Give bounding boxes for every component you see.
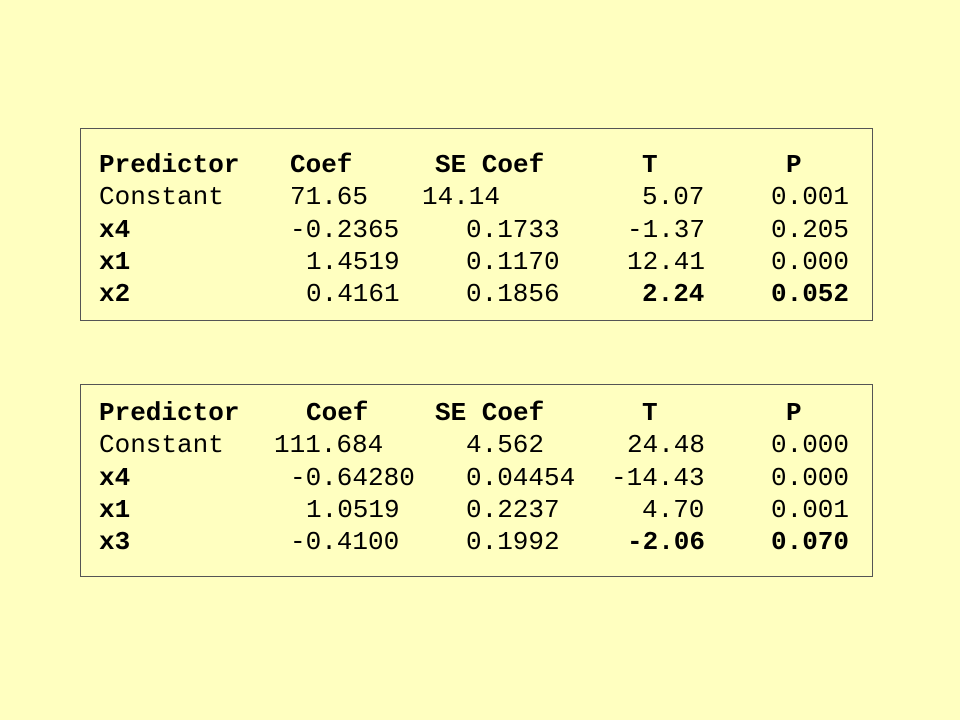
table-cell: -0.2365	[290, 215, 400, 245]
table-cell: 0.1856	[466, 279, 560, 309]
table-cell: 0.1992	[466, 527, 560, 557]
table-cell: 0.1733	[466, 215, 560, 245]
table-cell: 0.052	[771, 279, 850, 309]
header-cell: P	[786, 150, 802, 180]
table-cell: -0.64280	[290, 463, 415, 493]
header-cell: Coef	[306, 398, 369, 428]
header-cell: Coef	[290, 150, 353, 180]
table-cell: 0.2237	[466, 495, 560, 525]
row-label: x1	[99, 495, 131, 525]
table-cell: 12.41	[627, 247, 706, 277]
row-label: Constant	[99, 430, 224, 460]
row-label: x3	[99, 527, 131, 557]
table-cell: 2.24	[642, 279, 705, 309]
table-cell: 24.48	[627, 430, 706, 460]
table-cell: 14.14	[422, 182, 501, 212]
table-cell: 1.0519	[306, 495, 400, 525]
table-cell: 0.070	[771, 527, 850, 557]
table-cell: -14.43	[611, 463, 705, 493]
table-cell: 111.684	[274, 430, 384, 460]
table-cell: 0.205	[771, 215, 850, 245]
table-cell: 0.000	[771, 463, 850, 493]
table-cell: 4.70	[642, 495, 705, 525]
table-box	[80, 128, 873, 321]
row-label: x4	[99, 463, 131, 493]
table-cell: 0.000	[771, 430, 850, 460]
row-label: Constant	[99, 182, 224, 212]
header-cell: SE Coef	[435, 150, 545, 180]
table-cell: 0.04454	[466, 463, 576, 493]
row-label: x4	[99, 215, 131, 245]
table-cell: 0.001	[771, 182, 850, 212]
header-cell: Predictor	[99, 398, 240, 428]
table-box	[80, 384, 873, 577]
table-cell: -1.37	[627, 215, 706, 245]
table-cell: 0.4161	[306, 279, 400, 309]
header-cell: T	[642, 398, 658, 428]
header-cell: P	[786, 398, 802, 428]
header-cell: Predictor	[99, 150, 240, 180]
table-cell: 5.07	[642, 182, 705, 212]
table-cell: 0.1170	[466, 247, 560, 277]
table-cell: 0.000	[771, 247, 850, 277]
table-cell: 71.65	[290, 182, 369, 212]
row-label: x1	[99, 247, 131, 277]
table-cell: 1.4519	[306, 247, 400, 277]
table-cell: 0.001	[771, 495, 850, 525]
header-cell: T	[642, 150, 658, 180]
table-cell: -2.06	[627, 527, 706, 557]
table-cell: 4.562	[466, 430, 545, 460]
table-cell: -0.4100	[290, 527, 400, 557]
header-cell: SE Coef	[435, 398, 545, 428]
row-label: x2	[99, 279, 131, 309]
